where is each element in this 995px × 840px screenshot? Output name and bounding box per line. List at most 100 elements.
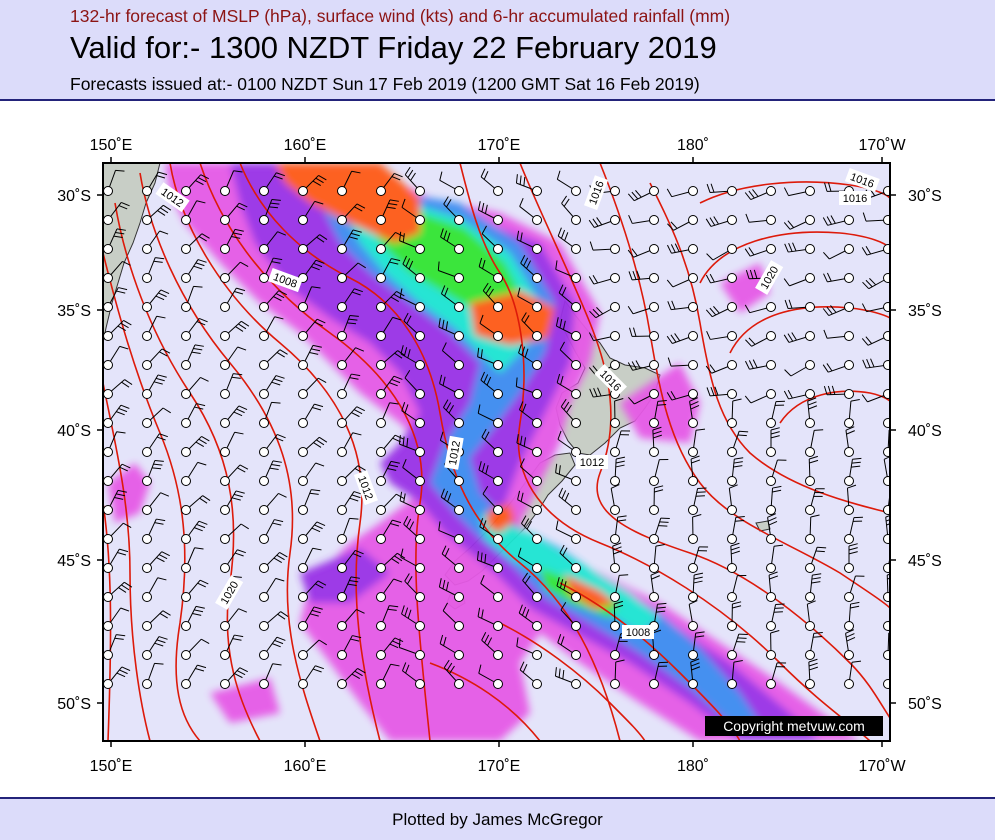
wind-barb <box>805 632 823 660</box>
wind-barb <box>259 519 284 544</box>
wind-barb <box>649 517 670 544</box>
wind-barb <box>142 577 167 602</box>
wind-barb <box>103 228 126 254</box>
wind-barb <box>883 514 890 544</box>
wind-barb <box>805 429 824 457</box>
wind-barb <box>727 516 745 544</box>
lat-label-left-45s: 45˚S <box>57 553 91 570</box>
wind-barb <box>376 316 402 341</box>
wind-barb <box>706 386 737 399</box>
wind-barb <box>727 601 742 631</box>
wind-barb <box>337 608 365 631</box>
wind-barb <box>521 515 542 544</box>
wind-barb <box>517 287 542 312</box>
wind-barb <box>649 629 662 660</box>
wind-barb <box>181 436 210 457</box>
wind-barb <box>588 331 620 342</box>
wind-barb <box>610 515 627 544</box>
wind-barb <box>883 616 890 631</box>
wind-barb <box>142 315 166 341</box>
wind-barb <box>784 299 815 312</box>
wind-barb <box>688 397 700 428</box>
wind-barb <box>298 403 324 428</box>
wind-barb <box>805 514 820 544</box>
wind-barb <box>376 493 405 515</box>
wind-barb <box>610 456 626 486</box>
wind-barb <box>516 230 542 254</box>
wind-barb <box>298 318 326 341</box>
lon-label-top-170e: 170˚E <box>478 137 521 154</box>
wind-barb <box>555 520 581 544</box>
wind-barb <box>259 552 288 573</box>
wind-barb <box>783 331 815 343</box>
issue-time-text: Forecasts issued at:- 0100 NZDT Sun 17 F… <box>70 74 700 94</box>
wind-barb <box>561 195 581 225</box>
wind-barb <box>181 376 209 399</box>
wind-barb <box>517 490 542 515</box>
wind-barb <box>337 373 361 399</box>
footer-bar: Plotted by James McGregor <box>0 797 995 840</box>
wind-barb <box>337 668 366 689</box>
wind-barb <box>666 331 698 344</box>
wind-barb <box>400 345 425 370</box>
wind-barb <box>727 660 743 689</box>
forecast-subtitle: 132-hr forecast of MSLP (hPa), surface w… <box>70 6 731 26</box>
wind-barb <box>220 287 246 312</box>
wind-barb <box>649 485 664 515</box>
wind-barb <box>259 577 285 602</box>
wind-barb <box>688 572 704 602</box>
lon-label-bottom-170w: 170˚W <box>858 758 906 775</box>
wind-barb <box>401 198 425 225</box>
isobar-label-text: 1008 <box>626 627 650 639</box>
wind-barb <box>560 398 581 428</box>
lat-label-right-30s: 30˚S <box>908 188 942 205</box>
wind-barb <box>862 358 890 370</box>
wind-barb <box>181 233 210 254</box>
wind-barb <box>516 434 542 457</box>
wind-barb <box>727 398 742 428</box>
wind-barb <box>443 399 464 428</box>
lat-label-right-35s: 35˚S <box>908 303 942 320</box>
wind-barb <box>142 348 171 370</box>
wind-barb <box>181 461 207 486</box>
forecast-map: 1012 1008 1012 1016 1020 1016 1016 1012 1012 1016… <box>0 103 995 795</box>
wind-barb <box>337 203 366 225</box>
wind-barb <box>861 331 890 346</box>
chatham-islands <box>755 520 771 532</box>
wind-barb <box>628 389 659 405</box>
wind-barb <box>588 215 620 228</box>
wind-barb <box>142 459 164 486</box>
map-svg: 1012100810121016102010161016101210121016… <box>57 137 942 775</box>
wind-barb <box>666 389 698 401</box>
wind-barb <box>805 658 818 689</box>
wind-barb <box>142 289 170 312</box>
wind-barb <box>822 360 854 373</box>
wind-barb <box>610 430 631 457</box>
wind-barb <box>181 317 208 341</box>
wind-barb <box>259 492 287 515</box>
wind-barb <box>688 455 701 486</box>
wind-barb <box>403 516 425 544</box>
wind-barb <box>401 662 425 689</box>
wind-barb <box>404 166 425 196</box>
wind-barb <box>823 329 854 341</box>
wind-barb <box>744 302 776 314</box>
wind-barb <box>142 407 171 428</box>
wind-barb <box>559 341 581 370</box>
wind-barb <box>298 344 322 370</box>
wind-barb <box>220 431 244 457</box>
wind-barb <box>402 458 425 486</box>
wind-barb <box>558 487 581 515</box>
wind-barb <box>627 244 659 258</box>
wind-barb <box>649 426 662 457</box>
wind-barb <box>298 489 321 515</box>
isobar-label-text: 1016 <box>843 193 867 205</box>
wind-barb <box>259 636 286 660</box>
wind-barb <box>519 197 542 225</box>
wind-barb <box>337 229 362 254</box>
wind-barb <box>337 432 362 457</box>
isobar-label-text: 1012 <box>580 457 604 469</box>
wind-barb <box>439 634 464 660</box>
wind-barb <box>688 428 706 457</box>
isobar-label-text: 1012 <box>447 440 463 466</box>
